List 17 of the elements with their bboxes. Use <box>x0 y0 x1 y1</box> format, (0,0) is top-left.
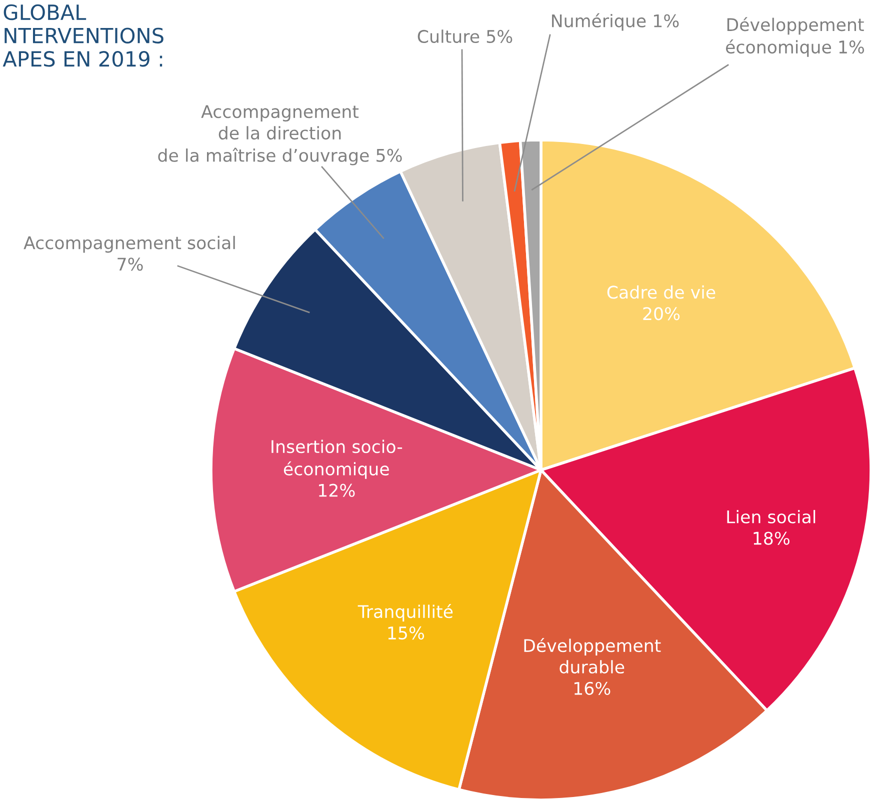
data-label: 15% <box>388 626 424 640</box>
text: GLOBAL NTERVENTIONS APES EN 2019 : <box>2 4 164 67</box>
slice-label: Cadre de vie <box>607 285 716 299</box>
slice-label: Insertion socio- économique <box>272 440 402 479</box>
slice-label: Tranquillité <box>358 604 453 622</box>
data-label: 12% <box>319 484 355 497</box>
slice-label: Développement durable <box>524 638 661 674</box>
slice-label: Culture 5% <box>418 30 512 44</box>
data-label: 7% <box>118 258 143 271</box>
slice-label: Lien social <box>727 510 816 524</box>
slice-label: Accompagnement de la direction de la maîtrise d’ouvrage 5% <box>158 105 402 166</box>
data-label: 20% <box>643 307 680 320</box>
slice-label: Numérique 1% <box>552 13 679 31</box>
slice-label: Développement économique 1% <box>726 17 864 57</box>
slice-label: Accompagnement social <box>24 236 235 253</box>
data-label: 18% <box>754 532 790 545</box>
data-label: 16% <box>574 682 610 695</box>
